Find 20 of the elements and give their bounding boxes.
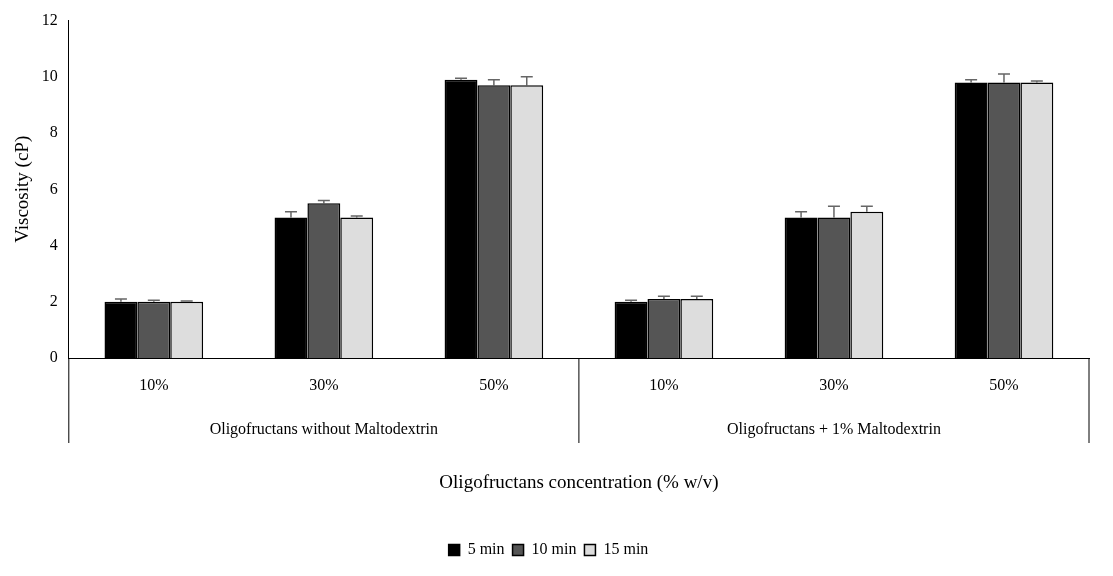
text: Oligofructans without Maltodextrin [209,420,439,439]
x-tick-label: 30% [309,375,339,393]
y-tick-label: 6 [49,179,58,197]
x-tick-label: 10% [139,375,169,393]
x-tick-label: 50% [479,375,509,393]
text: Oligofructans + 1% Maltodextrin [727,420,941,439]
y-tick-label: 10 [41,67,58,85]
y-tick-label: 2 [49,291,58,309]
x-tick-label: 10% [649,375,679,393]
legend-label: 10 min [531,540,577,558]
x-tick-label: 50% [989,375,1019,393]
x-tick-label: 30% [819,375,849,393]
y-tick-label: 8 [49,123,58,141]
y-tick-label: 4 [49,235,58,253]
legend-label: 15 min [603,540,649,558]
x-axis-title: Oligofructans concentration (% w/v) [439,470,719,493]
y-axis-title: Viscosity (cP) [11,135,34,243]
y-tick-label: 12 [41,10,58,28]
legend-label: 5 min [467,540,505,558]
y-tick-label: 0 [49,348,58,366]
